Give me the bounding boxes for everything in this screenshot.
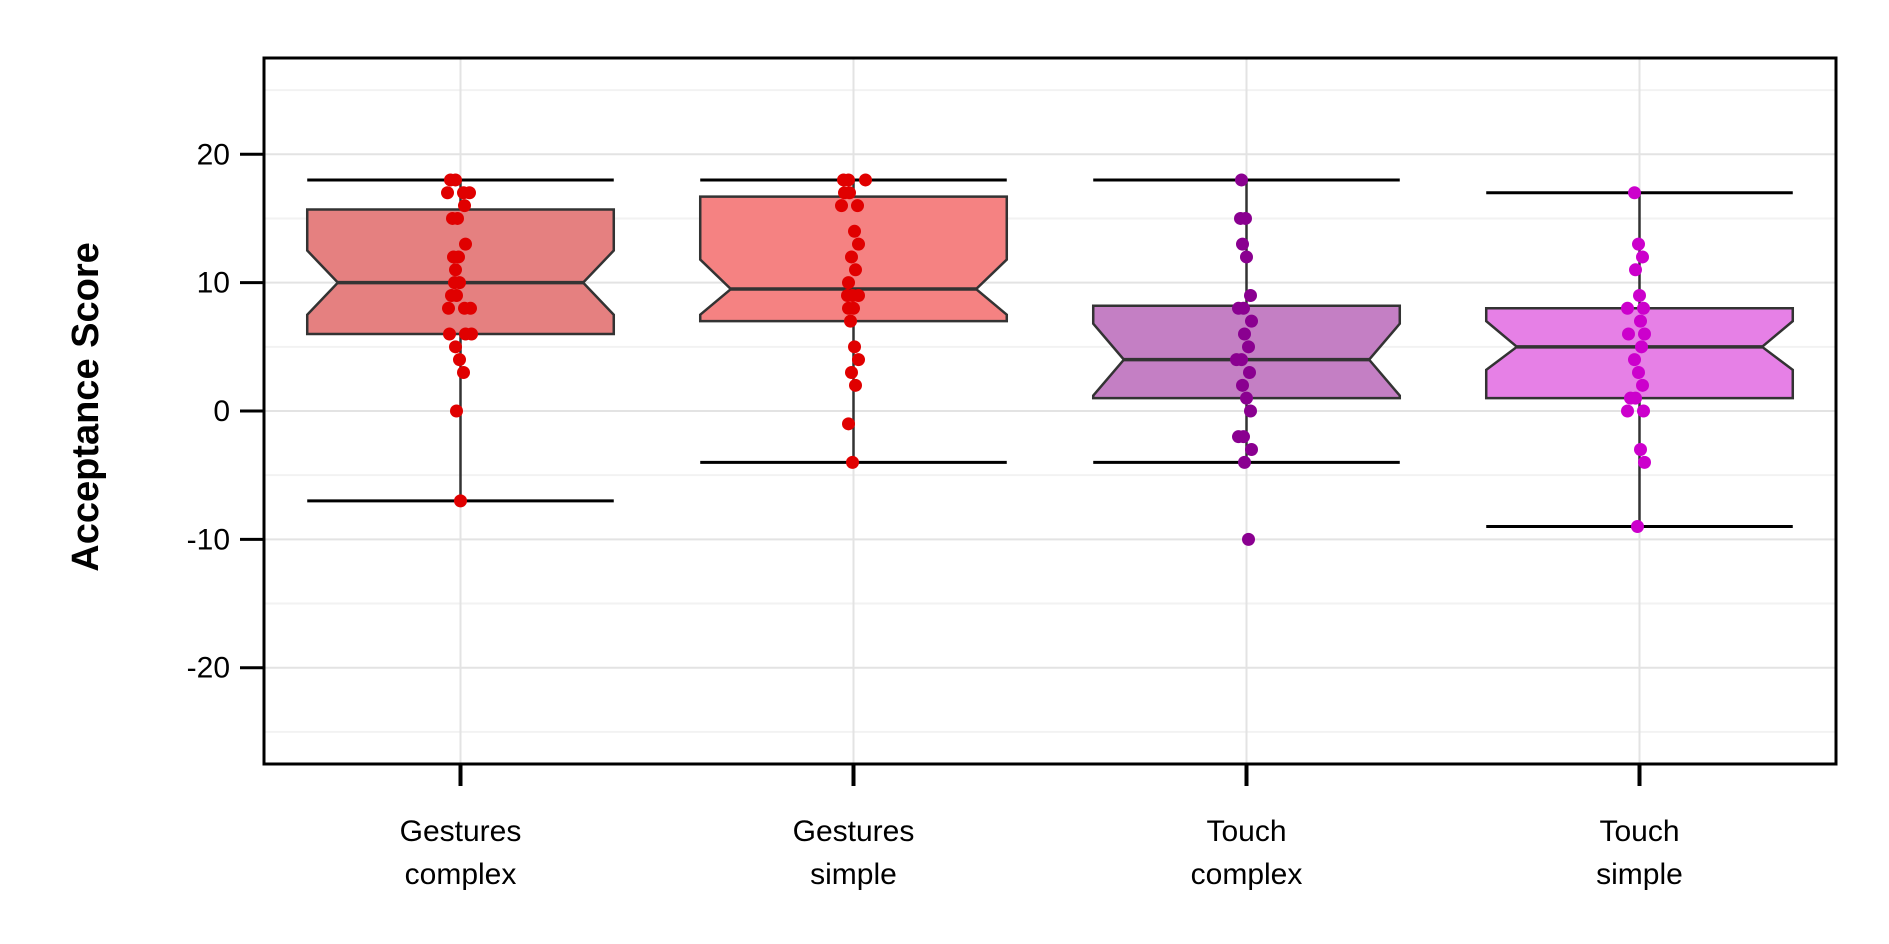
data-point xyxy=(449,340,462,354)
data-point xyxy=(851,199,864,213)
data-point xyxy=(849,378,862,392)
x-tick-label: simple xyxy=(810,858,897,891)
x-tick-label: complex xyxy=(1191,858,1303,891)
data-point xyxy=(1638,327,1651,341)
data-point xyxy=(463,186,476,200)
data-point xyxy=(859,173,872,187)
data-point xyxy=(848,224,861,238)
y-axis-title-group: Acceptance Score xyxy=(65,242,107,572)
data-point xyxy=(450,404,463,418)
data-point xyxy=(842,276,855,290)
data-point xyxy=(1636,250,1649,264)
data-point xyxy=(1235,173,1248,187)
data-point xyxy=(1629,263,1642,277)
data-point xyxy=(845,250,858,264)
data-point xyxy=(453,353,466,367)
data-point xyxy=(1242,532,1255,546)
data-point xyxy=(1635,340,1648,354)
data-point xyxy=(1238,327,1251,341)
data-point xyxy=(447,250,460,264)
x-tick-label: Gestures xyxy=(793,815,915,848)
data-point xyxy=(1230,353,1243,367)
data-points xyxy=(441,173,1651,546)
y-axis-title: Acceptance Score xyxy=(65,242,107,572)
data-point xyxy=(454,494,467,508)
x-tick-label: Gestures xyxy=(400,815,522,848)
data-point xyxy=(442,301,455,315)
data-point xyxy=(838,186,851,200)
x-tick-label: simple xyxy=(1596,858,1683,891)
data-point xyxy=(1232,430,1245,444)
data-point xyxy=(852,288,865,302)
data-point xyxy=(1634,314,1647,328)
data-point xyxy=(1234,211,1247,225)
data-point xyxy=(443,327,456,341)
data-point xyxy=(459,237,472,251)
y-tick-label: 20 xyxy=(197,138,230,171)
data-point xyxy=(1240,250,1253,264)
data-point xyxy=(837,173,850,187)
data-point xyxy=(842,301,855,315)
data-point xyxy=(1631,520,1644,534)
data-point xyxy=(852,237,865,251)
data-point xyxy=(458,199,471,213)
y-tick-label: 0 xyxy=(213,395,230,428)
data-point xyxy=(457,365,470,379)
x-tick-label: complex xyxy=(405,858,517,891)
data-point xyxy=(1240,391,1253,405)
axis-ticks: -20 -10 0 10 20 Gestures complex Gestures simple… xyxy=(187,138,1683,891)
data-point xyxy=(846,455,859,469)
data-point xyxy=(1244,288,1257,302)
data-point xyxy=(1637,301,1650,315)
y-tick-label: 10 xyxy=(197,267,230,300)
grid-lines xyxy=(264,58,1836,764)
data-point xyxy=(852,353,865,367)
data-point xyxy=(1632,237,1645,251)
y-tick-label: -10 xyxy=(187,523,230,556)
data-point xyxy=(464,301,477,315)
data-point xyxy=(1243,365,1256,379)
data-point xyxy=(445,288,458,302)
data-point xyxy=(1244,404,1257,418)
data-point xyxy=(844,314,857,328)
data-point xyxy=(1232,301,1245,315)
data-point xyxy=(446,211,459,225)
data-point xyxy=(842,417,855,431)
data-point xyxy=(1624,391,1637,405)
data-point xyxy=(841,288,854,302)
data-point xyxy=(848,340,861,354)
data-point xyxy=(1245,314,1258,328)
data-point xyxy=(1633,288,1646,302)
data-point xyxy=(1238,455,1251,469)
y-tick-label: -20 xyxy=(187,652,230,685)
data-point xyxy=(1634,443,1647,457)
data-point xyxy=(1628,186,1641,200)
data-point xyxy=(849,263,862,277)
data-point xyxy=(449,263,462,277)
data-point xyxy=(1637,404,1650,418)
data-point xyxy=(1242,340,1255,354)
data-point xyxy=(845,365,858,379)
box-body xyxy=(1484,307,1795,400)
data-point xyxy=(448,276,461,290)
data-point xyxy=(1236,378,1249,392)
x-tick-label: Touch xyxy=(1599,815,1679,848)
data-point xyxy=(1636,378,1649,392)
data-point xyxy=(1622,327,1635,341)
data-point xyxy=(1632,365,1645,379)
data-point xyxy=(1621,404,1634,418)
data-point xyxy=(441,186,454,200)
data-point xyxy=(465,327,478,341)
data-point xyxy=(835,199,848,213)
data-point xyxy=(1245,443,1258,457)
data-point xyxy=(1628,353,1641,367)
data-point xyxy=(1236,237,1249,251)
data-point xyxy=(1621,301,1634,315)
x-tick-label: Touch xyxy=(1206,815,1286,848)
data-point xyxy=(444,173,457,187)
data-point xyxy=(1638,455,1651,469)
